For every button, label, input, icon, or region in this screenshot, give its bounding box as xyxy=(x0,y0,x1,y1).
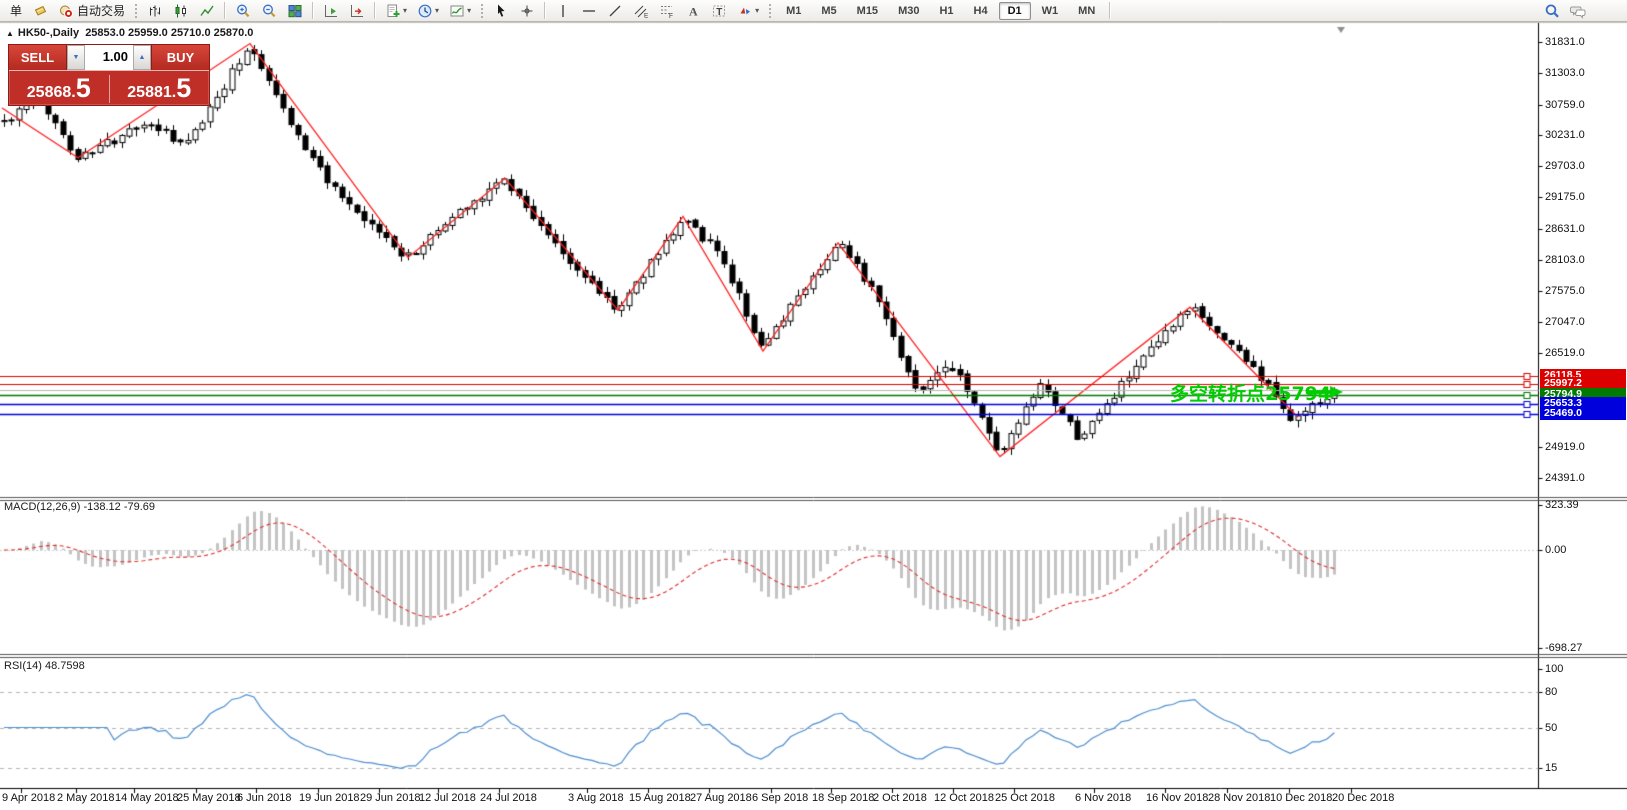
text-icon[interactable]: A xyxy=(681,0,705,22)
rsi-indicator-label: RSI(14) 48.7598 xyxy=(4,660,85,672)
autotrading-icon xyxy=(60,5,74,18)
horizontal-line-icon xyxy=(583,9,596,12)
toolbar-separator xyxy=(134,2,139,19)
horizontal-line-icon[interactable] xyxy=(577,0,601,22)
chat-icon[interactable] xyxy=(1566,0,1590,22)
volume-increase-button[interactable]: ▲ xyxy=(133,45,151,70)
chart-autoscroll-icon[interactable] xyxy=(345,0,369,22)
indicators-icon xyxy=(450,5,464,16)
pivot-annotation-text[interactable]: 多空转折点25794 xyxy=(1170,383,1332,405)
timeframe-button-h1[interactable]: H1 xyxy=(939,4,954,17)
crosshair-icon[interactable] xyxy=(515,0,539,22)
volume-input[interactable]: 1.00 xyxy=(102,49,128,64)
candlestick-icon xyxy=(175,4,187,17)
toolbar-separator xyxy=(544,2,547,19)
trendline-icon xyxy=(609,5,621,16)
main-toolbar: 单 自动交易 ▾ ▾ ▾ E F A T ▾ M1 M5 M15 M30 H1 H4 D1 W1 MN xyxy=(0,0,1627,22)
periods-icon xyxy=(418,4,432,17)
candlestick-icon[interactable] xyxy=(169,0,193,22)
tile-windows-icon xyxy=(288,4,302,17)
dropdown-caret-icon[interactable]: ▾ xyxy=(435,6,440,15)
timeframe-button-d1[interactable]: D1 xyxy=(998,1,1031,20)
toolbar-separator xyxy=(224,2,227,19)
trendline-icon[interactable] xyxy=(603,0,627,22)
bar-chart-icon[interactable] xyxy=(143,0,167,22)
svg-text:E: E xyxy=(644,12,649,19)
fibonacci-icon[interactable]: F xyxy=(655,0,679,22)
sell-price[interactable]: 25868.5 xyxy=(26,73,91,103)
arrows-icon[interactable]: ▾ xyxy=(733,0,763,22)
vertical-line-icon[interactable] xyxy=(551,0,575,22)
crosshair-icon xyxy=(521,5,533,16)
periods-icon[interactable]: ▾ xyxy=(413,0,443,22)
toolbar-separator xyxy=(1109,2,1112,19)
timeframe-button-m30[interactable]: M30 xyxy=(898,4,920,17)
search-icon xyxy=(1545,4,1559,18)
moneybag-icon[interactable] xyxy=(28,0,52,22)
dropdown-caret-icon[interactable]: ▾ xyxy=(467,6,472,15)
channel-icon[interactable]: E xyxy=(629,0,653,22)
tile-windows-icon[interactable] xyxy=(283,0,307,22)
chart-shift-icon[interactable] xyxy=(319,0,343,22)
search-icon[interactable] xyxy=(1540,0,1564,22)
buy-price[interactable]: 25881.5 xyxy=(127,73,192,103)
zoom-in-icon[interactable] xyxy=(231,0,255,22)
one-click-trading-panel: SELL ▼ 1.00 ▲ BUY 25868.5 25881.5 xyxy=(8,44,210,106)
symbol-period-label: HK50-,Daily xyxy=(17,27,80,39)
dropdown-caret-icon[interactable]: ▾ xyxy=(403,6,408,15)
timeframe-button-m15[interactable]: M15 xyxy=(856,4,879,17)
chat-icon xyxy=(1570,6,1586,19)
timeframe-button-m5[interactable]: M5 xyxy=(821,4,837,17)
timeframe-button-m1[interactable]: M1 xyxy=(786,4,802,17)
chart-shift-icon xyxy=(325,4,338,17)
channel-icon: E xyxy=(634,5,649,19)
dropdown-caret-icon[interactable]: ▾ xyxy=(755,6,760,15)
svg-text:F: F xyxy=(669,13,673,19)
moneybag-icon xyxy=(34,5,47,16)
macd-indicator-label: MACD(12,26,9) -138.12 -79.69 xyxy=(4,501,156,513)
bar-chart-icon xyxy=(150,5,161,16)
toolbar-separator xyxy=(312,2,315,19)
toolbar-right-icons xyxy=(1539,0,1591,22)
text-label-icon[interactable]: T xyxy=(707,0,731,22)
vertical-line-icon xyxy=(562,4,564,17)
timeframe-button-w1[interactable]: W1 xyxy=(1041,4,1059,17)
svg-text:A: A xyxy=(689,4,698,18)
text-label-icon: T xyxy=(713,5,726,17)
cursor-icon xyxy=(498,4,505,17)
new-order-button[interactable]: 单 xyxy=(10,4,23,18)
toolbar-separator xyxy=(768,2,773,19)
svg-text:T: T xyxy=(716,6,722,17)
ohlc-values: 25853.0 25959.0 25710.0 25870.0 xyxy=(85,27,254,39)
volume-stepper: ▼ 1.00 ▲ xyxy=(66,45,152,70)
volume-decrease-button[interactable]: ▼ xyxy=(67,45,85,70)
arrows-icon xyxy=(740,7,751,14)
collapse-arrow-icon[interactable]: ▲ xyxy=(6,29,14,38)
toolbar-separator xyxy=(480,2,485,19)
templates-icon[interactable]: ▾ xyxy=(381,0,411,22)
indicators-icon[interactable]: ▾ xyxy=(445,0,475,22)
text-icon: A xyxy=(689,4,698,18)
zoom-out-icon xyxy=(263,4,276,17)
sell-button[interactable]: SELL xyxy=(9,45,66,70)
buy-button[interactable]: BUY xyxy=(152,45,209,70)
fibonacci-icon: F xyxy=(661,5,673,19)
chart-title: ▲ HK50-,Daily 25853.0 25959.0 25710.0 258… xyxy=(6,27,253,39)
zoom-in-icon xyxy=(237,4,250,17)
cursor-icon[interactable] xyxy=(489,0,513,22)
price-divider xyxy=(108,74,110,103)
line-chart-icon[interactable] xyxy=(195,0,219,22)
autotrading-icon[interactable]: 自动交易 xyxy=(54,0,129,22)
line-chart-icon xyxy=(200,5,214,16)
templates-icon xyxy=(387,4,400,17)
zoom-out-icon[interactable] xyxy=(257,0,281,22)
chart-autoscroll-icon xyxy=(351,4,364,17)
timeframe-button-mn[interactable]: MN xyxy=(1078,4,1096,17)
toolbar-separator xyxy=(374,2,377,19)
timeframe-button-h4[interactable]: H4 xyxy=(973,4,988,17)
